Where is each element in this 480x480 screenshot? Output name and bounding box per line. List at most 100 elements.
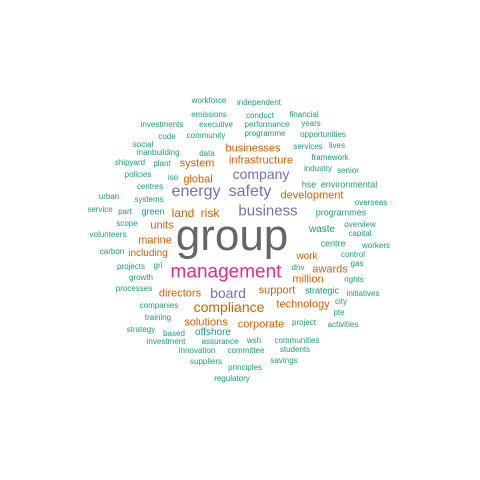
cloud-word: workers (361, 241, 391, 250)
cloud-word: lives (328, 141, 346, 150)
cloud-word: global (183, 173, 213, 186)
cloud-word: risk (200, 206, 220, 220)
cloud-word: part (118, 207, 132, 216)
cloud-word: solutions (184, 316, 228, 329)
cloud-word: code (158, 132, 176, 141)
cloud-word: hse (301, 179, 317, 190)
cloud-word: data (199, 149, 215, 158)
cloud-word: awards (312, 263, 348, 276)
cloud-word: offshore (195, 327, 231, 338)
cloud-word: project (291, 318, 317, 327)
cloud-word: environmental (320, 179, 378, 190)
cloud-word: savings (270, 356, 298, 365)
cloud-word: strategy (126, 325, 156, 334)
cloud-word: management (170, 261, 282, 283)
cloud-word: service (87, 205, 113, 214)
cloud-word: development (280, 189, 344, 202)
cloud-word: iso (167, 173, 179, 182)
cloud-word: centre (320, 238, 346, 249)
cloud-word: overseas (354, 198, 388, 207)
cloud-word: directors (158, 287, 202, 300)
cloud-word: processes (115, 284, 153, 293)
cloud-word: work (296, 251, 318, 262)
cloud-word: city (335, 297, 347, 306)
cloud-word: compliance (193, 299, 265, 315)
cloud-word: assurance (201, 337, 239, 346)
cloud-word: manbuilding (136, 148, 180, 157)
cloud-word: committee (227, 346, 265, 355)
cloud-word: gri (153, 261, 163, 270)
cloud-word: waste (308, 224, 336, 235)
cloud-word: plant (153, 159, 171, 168)
cloud-word: overview (344, 220, 376, 229)
cloud-word: communities (274, 336, 320, 345)
cloud-word: services (293, 142, 323, 151)
cloud-word: pte (333, 308, 345, 317)
cloud-word: rights (344, 275, 364, 284)
cloud-word: financial (289, 110, 319, 119)
cloud-word: community (186, 131, 226, 140)
cloud-word: million (292, 273, 324, 286)
cloud-word: business (238, 202, 298, 220)
cloud-word: emissions (191, 110, 227, 119)
cloud-word: company (232, 166, 290, 182)
cloud-word: investment (146, 337, 186, 346)
cloud-word: companies (139, 301, 179, 310)
cloud-word: programme (244, 129, 286, 138)
cloud-word: support (258, 284, 296, 297)
cloud-word: energy (171, 183, 221, 200)
cloud-word: corporate (237, 318, 285, 331)
cloud-word: social (132, 140, 154, 149)
cloud-word: carbon (99, 247, 125, 256)
cloud-word: system (179, 157, 215, 170)
cloud-word: units (150, 219, 174, 232)
cloud-word: senior (337, 166, 359, 175)
cloud-word: control (340, 250, 366, 259)
cloud-word: years (301, 119, 321, 128)
cloud-word: green (141, 206, 165, 217)
cloud-word: wsh (246, 336, 262, 345)
cloud-word: shipyard (114, 158, 146, 167)
cloud-word: policies (124, 170, 152, 179)
cloud-word: workforce (191, 96, 227, 105)
cloud-word: urban (98, 192, 120, 201)
cloud-word: businesses (225, 142, 281, 155)
cloud-word: technology (276, 298, 330, 311)
cloud-word: land (171, 206, 195, 220)
cloud-word: innovation (178, 346, 216, 355)
cloud-word: students (279, 345, 311, 354)
cloud-word: infrastructure (228, 154, 294, 167)
cloud-word: training (144, 313, 172, 322)
cloud-word: centres (136, 182, 164, 191)
cloud-word: activities (327, 320, 359, 329)
cloud-word: independent (236, 98, 282, 107)
cloud-word: framework (311, 153, 349, 162)
cloud-word: programmes (315, 207, 367, 218)
cloud-word: regulatory (214, 374, 250, 383)
cloud-word: marine (138, 234, 172, 247)
cloud-word: systems (134, 195, 164, 204)
cloud-word: dnv (291, 263, 305, 272)
cloud-word: initiatives (346, 289, 380, 298)
cloud-word: suppliers (189, 357, 223, 366)
cloud-word: volunteers (89, 230, 127, 239)
cloud-word: including (128, 248, 168, 259)
cloud-word: based (163, 329, 185, 338)
cloud-word: executive (199, 120, 233, 129)
cloud-word: capital (348, 229, 372, 238)
cloud-word: strategic (304, 285, 340, 296)
cloud-word: board (210, 285, 246, 301)
cloud-word: performance (244, 120, 290, 129)
cloud-word: safety (228, 183, 272, 200)
cloud-word: group (175, 211, 289, 260)
cloud-word: principles (228, 363, 262, 372)
cloud-word: growth (128, 273, 154, 282)
cloud-word: projects (116, 262, 146, 271)
cloud-word: scope (116, 219, 138, 228)
cloud-word: gas (350, 259, 364, 268)
cloud-word: investments (140, 120, 184, 129)
cloud-word: opportunities (300, 130, 346, 139)
cloud-word: conduct (245, 111, 275, 120)
cloud-word: industry (303, 164, 333, 173)
